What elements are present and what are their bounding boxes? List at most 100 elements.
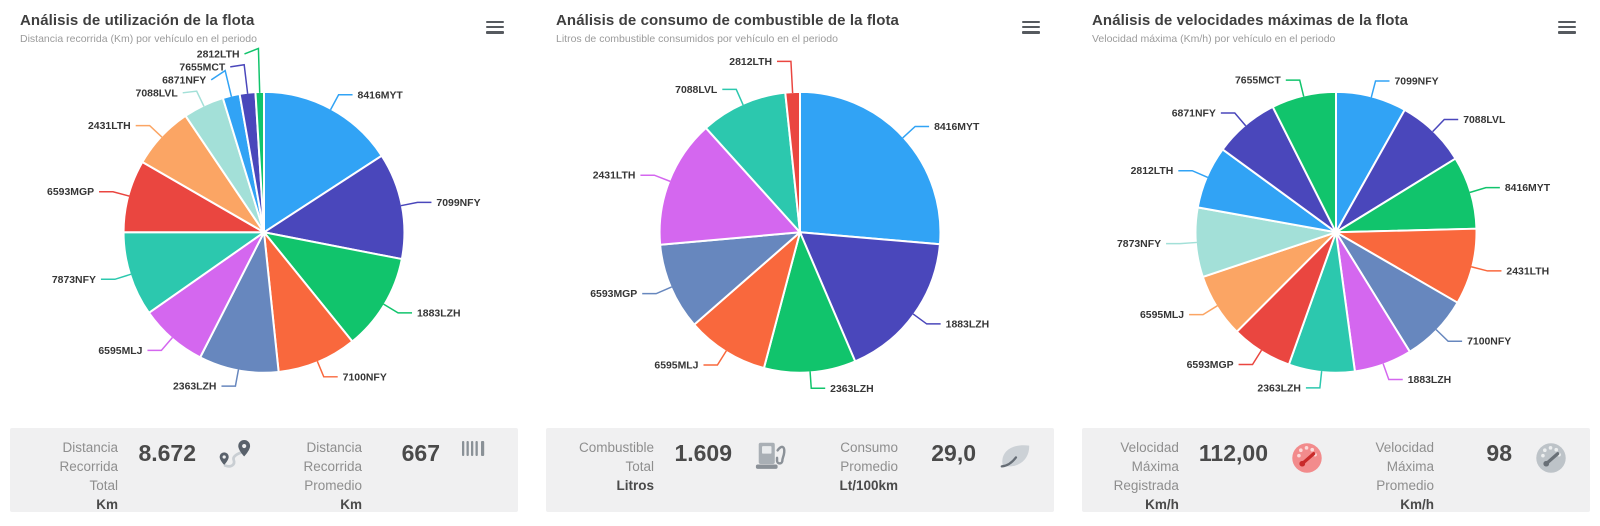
slice-label: 2363LZH — [1257, 383, 1301, 394]
pie-chart-velocidades[interactable]: 7099NFY 7088LVL 8416MYT 2431LTH 7100NFY 1883L… — [1076, 45, 1596, 412]
slice-callout-line — [400, 201, 432, 207]
slice-label: 7873NFY — [52, 275, 96, 286]
slice-callout-line — [722, 88, 744, 106]
hamburger-menu-icon — [1558, 20, 1576, 34]
slice-callout-line — [1189, 305, 1218, 316]
slice-callout-line — [912, 313, 941, 325]
slice-label: 2431LTH — [593, 171, 636, 182]
route-icon — [216, 437, 256, 472]
stat-unit: Km — [96, 497, 118, 513]
slice-label: 2363LZH — [830, 384, 874, 395]
slice-label: 7099NFY — [1394, 76, 1438, 87]
stat-label: Consumo Promedio Lt/100km — [839, 437, 898, 495]
slice-callout-line — [1469, 186, 1500, 194]
slice-callout-line — [221, 369, 240, 387]
pie-slice[interactable] — [799, 90, 942, 246]
stats-bar: Velocidad Máxima Registrada Km/h 112,00 — [1082, 428, 1590, 512]
chart-menu-button[interactable] — [1018, 14, 1044, 40]
slice-label: 7088LVL — [675, 85, 718, 96]
stat-velocidad-maxima: Velocidad Máxima Registrada Km/h 112,00 — [1092, 437, 1328, 512]
slice-label: 2812LTH — [1131, 166, 1174, 177]
slice-callout-line — [329, 94, 353, 111]
slice-label: 2812LTH — [729, 57, 772, 68]
stats-bar: Combustible Total Litros 1.609 Consumo P… — [546, 428, 1054, 512]
slice-callout-line — [1285, 79, 1305, 97]
pie-chart-combustible[interactable]: 8416MYT 1883LZH 2363LZH 6595MLJ 6593MGP 2431L… — [540, 45, 1060, 412]
slice-callout-line — [210, 69, 233, 97]
slice-label: 8416MYT — [1505, 183, 1551, 194]
slice-label: 1883LZH — [946, 319, 990, 330]
slice-label: 2363LZH — [173, 382, 217, 393]
tally-bars-icon — [460, 437, 500, 459]
slice-label: 7873NFY — [1117, 239, 1161, 250]
slice-callout-line — [316, 360, 338, 378]
stat-label: Velocidad Máxima Promedio Km/h — [1375, 437, 1434, 515]
slice-callout-line — [703, 350, 728, 366]
slice-callout-line — [640, 174, 671, 183]
chart-menu-button[interactable] — [482, 14, 508, 40]
slice-label: 6593MGP — [47, 187, 94, 198]
stat-distancia-promedio: Distancia Recorrida Promedio Km 667 — [264, 437, 500, 512]
stat-value: 29,0 — [931, 440, 976, 466]
slice-callout-line — [147, 336, 174, 352]
slice-callout-line — [230, 63, 249, 94]
chart-title: Análisis de velocidades máximas de la fl… — [1092, 12, 1409, 29]
stat-label: Velocidad Máxima Registrada Km/h — [1114, 437, 1179, 515]
stat-velocidad-promedio: Velocidad Máxima Promedio Km/h 98 — [1336, 437, 1572, 512]
stat-value: 1.609 — [674, 440, 732, 466]
chart-title: Análisis de utilización de la flota — [20, 12, 255, 29]
hamburger-menu-icon — [1022, 20, 1040, 34]
chart-title: Análisis de consumo de combustible de la… — [556, 12, 900, 29]
slice-callout-line — [244, 47, 261, 93]
slice-label: 6871NFY — [162, 75, 206, 86]
hamburger-menu-icon — [486, 20, 504, 34]
pie-chart-area: 8416MYT 1883LZH 2363LZH 6595MLJ 6593MGP 2431L… — [540, 45, 1060, 426]
slice-label: 7655MCT — [1235, 76, 1281, 87]
stat-value: 8.672 — [138, 440, 196, 466]
slice-callout-line — [1470, 266, 1502, 272]
slice-callout-line — [1370, 80, 1390, 98]
pie-chart-distancia[interactable]: 8416MYT 7099NFY 1883LZH 7100NFY 2363LZH 6595M… — [4, 45, 524, 412]
slice-label: 6593MGP — [590, 289, 637, 300]
slice-callout-line — [642, 286, 672, 295]
slice-label: 8416MYT — [358, 90, 404, 101]
fuel-pump-icon — [752, 437, 792, 473]
slice-callout-line — [182, 90, 205, 107]
slice-label: 7100NFY — [343, 372, 387, 383]
chart-subtitle: Litros de combustible consumidos por veh… — [556, 33, 838, 45]
slice-callout-line — [902, 125, 930, 139]
stat-label: Distancia Recorrida Total Km — [59, 437, 118, 515]
stat-value: 667 — [401, 440, 440, 466]
slice-label: 6595MLJ — [654, 361, 698, 372]
stat-consumo-promedio: Consumo Promedio Lt/100km 29,0 — [800, 437, 1036, 503]
stat-value: 112,00 — [1198, 440, 1268, 466]
speedometer-gray-icon — [1532, 437, 1572, 477]
slice-callout-line — [99, 190, 130, 197]
panel-header: Análisis de utilización de la flota Dist… — [4, 6, 524, 45]
leaf-icon — [996, 437, 1036, 473]
stat-unit: Lt/100km — [839, 478, 898, 494]
slice-callout-line — [1432, 118, 1459, 133]
panel-velocidades: Análisis de velocidades máximas de la fl… — [1076, 6, 1596, 520]
panel-header: Análisis de consumo de combustible de la… — [540, 6, 1060, 45]
slice-label: 6595MLJ — [1140, 310, 1184, 321]
panel-header: Análisis de velocidades máximas de la fl… — [1076, 6, 1596, 45]
slice-label: 7088LVL — [136, 88, 179, 99]
chart-subtitle: Distancia recorrida (Km) por vehículo en… — [20, 33, 257, 45]
stats-bar: Distancia Recorrida Total Km 8.672 Dista… — [10, 428, 518, 512]
slice-callout-line — [1435, 328, 1463, 342]
slice-callout-line — [383, 303, 413, 314]
chart-menu-button[interactable] — [1554, 14, 1580, 40]
pie-chart-area: 7099NFY 7088LVL 8416MYT 2431LTH 7100NFY 1883L… — [1076, 45, 1596, 426]
stat-label: Distancia Recorrida Promedio Km — [303, 437, 362, 515]
slice-label: 6595MLJ — [98, 346, 142, 357]
slice-callout-line — [776, 60, 794, 94]
stat-combustible-total: Combustible Total Litros 1.609 — [556, 437, 792, 503]
slice-callout-line — [1382, 363, 1403, 381]
stat-value: 98 — [1486, 440, 1512, 466]
slice-callout-line — [1305, 370, 1323, 389]
slice-callout-line — [1220, 112, 1247, 127]
stat-label: Combustible Total Litros — [579, 437, 654, 495]
slice-label: 7099NFY — [436, 198, 480, 209]
slice-label: 2431LTH — [1506, 266, 1549, 277]
